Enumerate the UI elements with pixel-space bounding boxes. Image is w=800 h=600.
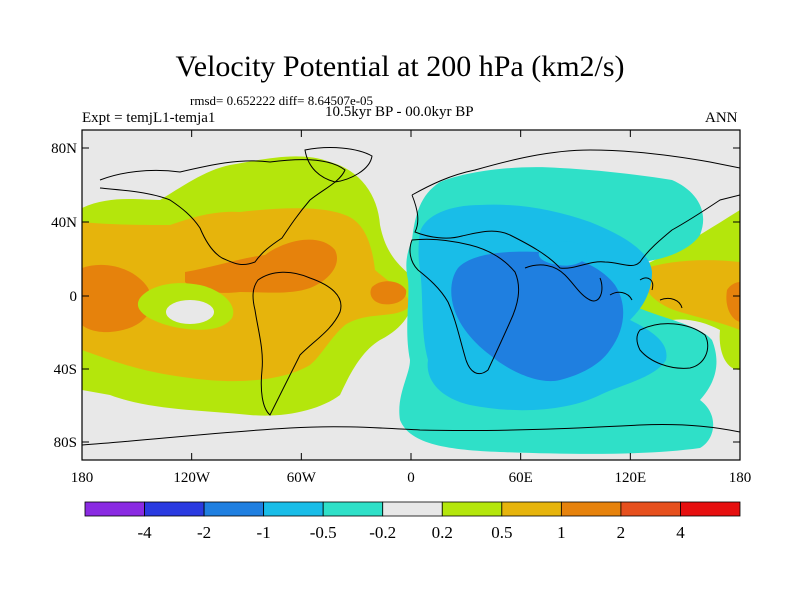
lat-label: 80S (54, 435, 77, 451)
colorbar-label: -4 (137, 523, 152, 542)
lat-label: 80N (51, 141, 77, 157)
colorbar-swatch (322, 501, 384, 517)
colorbar-label: 2 (617, 523, 626, 542)
colorbar-swatch (501, 501, 562, 517)
coast-arabia-india (524, 264, 603, 302)
coast-australia (636, 323, 709, 369)
period-label: 10.5kyr BP - 00.0kyr BP (325, 104, 474, 120)
contour-blue-east (451, 251, 624, 382)
contour-gold-east (640, 260, 740, 330)
lon-label: 0 (407, 470, 415, 486)
lon-label: 120E (614, 470, 646, 486)
contour-neutral-pacific-hole (166, 300, 214, 324)
coast-antarctica (82, 424, 740, 446)
lat-label: 40S (54, 362, 77, 378)
colorbar-label: -0.2 (369, 523, 396, 542)
colorbar-swatch (203, 501, 265, 517)
colorbar-swatch (680, 501, 741, 517)
colorbar-swatch (560, 501, 622, 517)
lat-ticks: 80N 40N 0 40S 80S (51, 141, 740, 451)
colorbar-label: 1 (557, 523, 566, 542)
colorbar-swatch (263, 501, 324, 517)
coast-eurasia (411, 149, 740, 269)
map-field (82, 130, 740, 460)
coast-north-america (99, 159, 346, 265)
coast-maritime-continent (609, 277, 683, 309)
contour-orange-east (726, 282, 740, 322)
colorbar-label: -2 (197, 523, 211, 542)
rmsd-diff-text: rmsd= 0.652222 diff= 8.64507e-05 (190, 93, 374, 108)
colorbar-label: -1 (257, 523, 271, 542)
experiment-label: Expt = temjL1-temja1 (82, 110, 216, 126)
lon-label: 60W (287, 470, 317, 486)
lon-label: 180 (729, 470, 752, 486)
colorbar-swatch (84, 501, 145, 517)
coast-africa (409, 238, 520, 375)
contour-orange-caribbean (185, 239, 338, 293)
lon-label: 60E (509, 470, 533, 486)
colorbar-swatch (382, 501, 443, 517)
season-label: ANN (705, 110, 738, 126)
lat-label: 40N (51, 215, 77, 231)
lat-label: 0 (70, 289, 78, 305)
coast-greenland (304, 147, 373, 183)
lon-label: 120W (173, 470, 211, 486)
colorbar-label: 4 (676, 523, 685, 542)
coastlines (82, 147, 740, 446)
map-title: Velocity Potential at 200 hPa (km2/s) (175, 50, 625, 83)
colorbar: -4 -2 -1 -0.5 -0.2 0.2 0.5 1 2 4 (84, 501, 741, 542)
colorbar-label: 0.2 (432, 523, 453, 542)
contour-orange-westafrica (370, 281, 407, 305)
colorbar-swatch (441, 501, 503, 517)
colorbar-label: 0.5 (491, 523, 512, 542)
colorbar-swatch (620, 501, 681, 517)
lon-ticks: 180 120W 60W 0 60E 120E 180 (71, 130, 752, 486)
coast-south-america (252, 271, 342, 416)
colorbar-swatch (144, 501, 205, 517)
lon-label: 180 (71, 470, 94, 486)
colorbar-label: -0.5 (310, 523, 337, 542)
contour-orange-west (82, 264, 152, 333)
